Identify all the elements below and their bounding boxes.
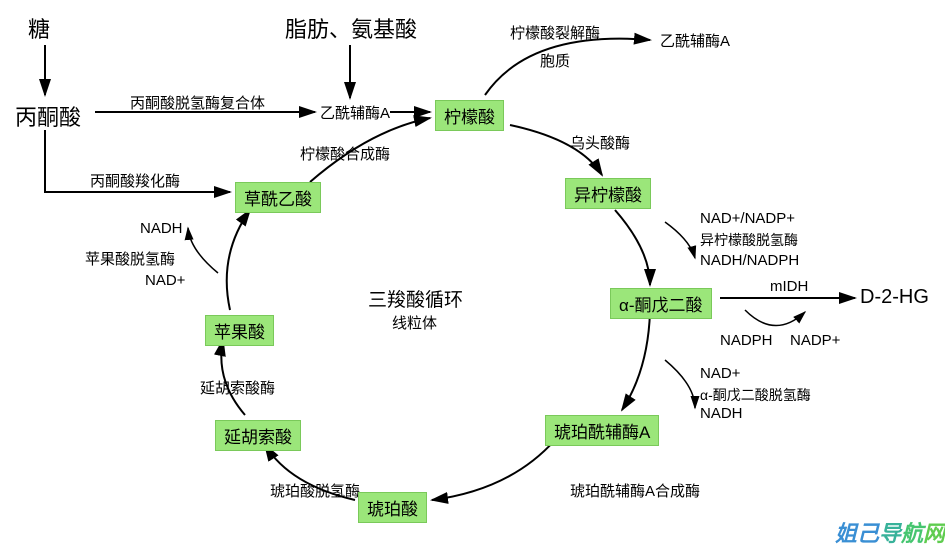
- label-acetyl-coa-out: 乙酰辅酶A: [660, 30, 730, 51]
- label-nad-plus-1: NAD+: [700, 365, 740, 382]
- label-aconitase: 乌头酸酶: [570, 132, 630, 153]
- node-succinyl-coa: 琥珀酰辅酶A: [545, 415, 659, 446]
- label-cytosol: 胞质: [540, 50, 570, 71]
- label-nadph: NADPH: [720, 332, 773, 349]
- node-fumarate: 延胡索酸: [215, 420, 301, 451]
- label-nad-nadp: NAD+/NADP+: [700, 210, 795, 227]
- node-malate: 苹果酸: [205, 315, 274, 346]
- watermark: 姐己导航网: [835, 516, 945, 548]
- label-nadh-1: NADH: [700, 405, 743, 422]
- label-acetyl-coa-entry: 乙酰辅酶A: [320, 102, 390, 123]
- node-akg: α-酮戊二酸: [610, 288, 712, 319]
- center-title: 三羧酸循环: [368, 285, 463, 312]
- node-oxaloacetate: 草酰乙酸: [235, 182, 321, 213]
- label-d2hg: D-2-HG: [860, 286, 929, 309]
- center-sub: 线粒体: [392, 312, 437, 333]
- label-nadp-plus: NADP+: [790, 332, 840, 349]
- label-idh: 异柠檬酸脱氢酶: [700, 230, 798, 250]
- label-fumarase: 延胡索酸酶: [200, 377, 275, 398]
- label-nadh-2: NADH: [140, 220, 183, 237]
- node-citrate: 柠檬酸: [435, 100, 504, 131]
- label-succ-coa-synth: 琥珀酰辅酶A合成酶: [570, 480, 700, 501]
- diagram-arrows: [0, 0, 945, 548]
- label-nadh-nadph: NADH/NADPH: [700, 252, 799, 269]
- label-citrate-synthase: 柠檬酸合成酶: [300, 143, 390, 164]
- label-fat-amino: 脂肪、氨基酸: [285, 12, 417, 44]
- label-pyruvate-carboxylase: 丙酮酸羧化酶: [90, 170, 180, 191]
- label-malate-dh: 苹果酸脱氢酶: [85, 248, 175, 269]
- label-succ-dh: 琥珀酸脱氢酶: [270, 480, 360, 501]
- node-succinate: 琥珀酸: [358, 492, 427, 523]
- label-pyruvate: 丙酮酸: [15, 100, 81, 132]
- node-isocitrate: 异柠檬酸: [565, 178, 651, 209]
- label-midh: mIDH: [770, 278, 808, 295]
- label-akg-dh: α-酮戊二酸脱氢酶: [700, 385, 811, 405]
- label-citrate-lyase: 柠檬酸裂解酶: [510, 22, 600, 43]
- label-nad-plus-2: NAD+: [145, 272, 185, 289]
- label-pdh-complex: 丙酮酸脱氢酶复合体: [130, 92, 265, 113]
- label-sugar: 糖: [28, 12, 50, 44]
